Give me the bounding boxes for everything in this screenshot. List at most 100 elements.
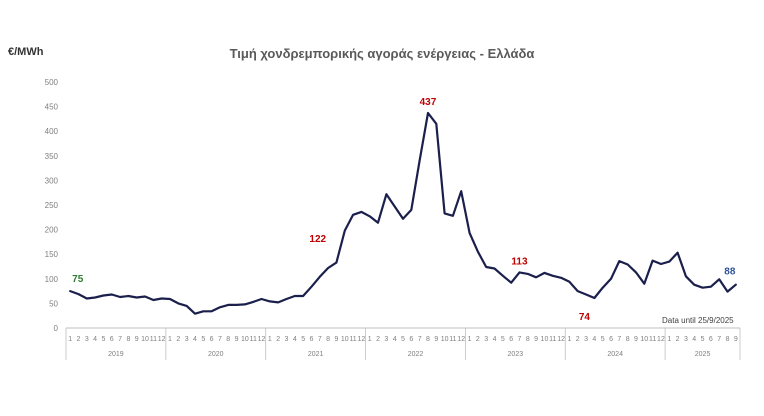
x-tick-label: 9 bbox=[235, 336, 239, 343]
x-tick-label: 1 bbox=[268, 336, 272, 343]
x-tick-label: 7 bbox=[518, 336, 522, 343]
x-tick-label: 8 bbox=[526, 336, 530, 343]
x-tick-label: 10 bbox=[541, 336, 549, 343]
year-label: 2024 bbox=[607, 351, 623, 358]
x-tick-label: 7 bbox=[717, 336, 721, 343]
x-tick-label: 6 bbox=[409, 336, 413, 343]
x-tick-label: 11 bbox=[150, 336, 157, 343]
x-tick-label: 2 bbox=[576, 336, 580, 343]
x-tick-label: 6 bbox=[310, 336, 314, 343]
data-label: 437 bbox=[420, 97, 437, 108]
x-tick-label: 6 bbox=[110, 336, 114, 343]
x-tick-label: 1 bbox=[468, 336, 472, 343]
x-tick-label: 2 bbox=[476, 336, 480, 343]
x-tick-label: 6 bbox=[609, 336, 613, 343]
year-label: 2019 bbox=[108, 351, 124, 358]
x-tick-label: 12 bbox=[657, 336, 665, 343]
x-tick-label: 9 bbox=[434, 336, 438, 343]
x-tick-label: 10 bbox=[441, 336, 449, 343]
x-tick-label: 8 bbox=[626, 336, 630, 343]
year-label: 2023 bbox=[508, 351, 524, 358]
year-label: 2020 bbox=[208, 351, 224, 358]
x-tick-label: 11 bbox=[649, 336, 656, 343]
year-label: 2025 bbox=[695, 351, 711, 358]
x-tick-label: 11 bbox=[250, 336, 257, 343]
y-tick-label: 300 bbox=[45, 176, 59, 185]
y-tick-label: 100 bbox=[45, 275, 59, 284]
x-tick-label: 1 bbox=[667, 336, 671, 343]
x-tick-label: 3 bbox=[684, 336, 688, 343]
data-label: 113 bbox=[511, 256, 528, 267]
x-tick-label: 9 bbox=[534, 336, 538, 343]
data-label: 75 bbox=[72, 274, 84, 285]
x-tick-label: 4 bbox=[193, 336, 197, 343]
y-tick-label: 400 bbox=[45, 127, 59, 136]
y-tick-label: 500 bbox=[45, 78, 59, 87]
x-tick-label: 2 bbox=[376, 336, 380, 343]
y-tick-label: 50 bbox=[49, 299, 58, 308]
x-tick-label: 9 bbox=[634, 336, 638, 343]
x-tick-label: 3 bbox=[384, 336, 388, 343]
y-tick-label: 0 bbox=[54, 324, 59, 333]
x-tick-label: 3 bbox=[85, 336, 89, 343]
data-label: 74 bbox=[579, 312, 591, 323]
x-tick-label: 8 bbox=[326, 336, 330, 343]
x-tick-label: 11 bbox=[449, 336, 456, 343]
year-label: 2022 bbox=[408, 351, 424, 358]
x-tick-label: 1 bbox=[368, 336, 372, 343]
x-tick-label: 3 bbox=[484, 336, 488, 343]
y-tick-label: 250 bbox=[45, 201, 59, 210]
x-tick-label: 8 bbox=[426, 336, 430, 343]
x-tick-label: 7 bbox=[118, 336, 122, 343]
x-tick-label: 12 bbox=[258, 336, 266, 343]
x-tick-label: 12 bbox=[557, 336, 565, 343]
x-tick-label: 9 bbox=[334, 336, 338, 343]
x-tick-label: 4 bbox=[493, 336, 497, 343]
x-tick-label: 5 bbox=[301, 336, 305, 343]
x-tick-label: 1 bbox=[68, 336, 72, 343]
x-tick-label: 11 bbox=[549, 336, 556, 343]
series-line bbox=[69, 111, 737, 315]
x-tick-label: 10 bbox=[141, 336, 149, 343]
x-tick-label: 12 bbox=[158, 336, 166, 343]
x-tick-label: 11 bbox=[349, 336, 356, 343]
x-tick-label: 4 bbox=[293, 336, 297, 343]
data-label: 122 bbox=[309, 234, 326, 245]
chart-title: Τιμή χονδρεμπορικής αγοράς ενέργειας - Ε… bbox=[229, 46, 535, 61]
x-tick-label: 4 bbox=[93, 336, 97, 343]
data-note: Data until 25/9/2025 bbox=[662, 316, 734, 325]
x-tick-label: 5 bbox=[401, 336, 405, 343]
y-tick-label: 200 bbox=[45, 226, 59, 235]
y-tick-label: 350 bbox=[45, 152, 59, 161]
year-label: 2021 bbox=[308, 351, 324, 358]
y-tick-label: 450 bbox=[45, 103, 59, 112]
x-tick-label: 5 bbox=[101, 336, 105, 343]
x-tick-label: 6 bbox=[210, 336, 214, 343]
data-label: 88 bbox=[724, 267, 736, 278]
x-tick-label: 12 bbox=[357, 336, 365, 343]
x-tick-label: 5 bbox=[201, 336, 205, 343]
x-tick-label: 10 bbox=[341, 336, 349, 343]
x-tick-label: 9 bbox=[734, 336, 738, 343]
x-tick-label: 2 bbox=[176, 336, 180, 343]
y-tick-label: 150 bbox=[45, 250, 59, 259]
y-axis-unit-label: €/MWh bbox=[8, 46, 44, 58]
x-tick-label: 7 bbox=[218, 336, 222, 343]
x-tick-label: 4 bbox=[592, 336, 596, 343]
x-tick-label: 9 bbox=[135, 336, 139, 343]
x-tick-label: 10 bbox=[241, 336, 249, 343]
x-tick-label: 7 bbox=[617, 336, 621, 343]
x-tick-label: 5 bbox=[601, 336, 605, 343]
x-tick-label: 8 bbox=[226, 336, 230, 343]
x-tick-label: 4 bbox=[393, 336, 397, 343]
x-tick-label: 8 bbox=[726, 336, 730, 343]
x-tick-label: 7 bbox=[418, 336, 422, 343]
x-tick-label: 3 bbox=[584, 336, 588, 343]
x-tick-label: 2 bbox=[276, 336, 280, 343]
x-tick-label: 5 bbox=[501, 336, 505, 343]
x-tick-label: 2 bbox=[676, 336, 680, 343]
x-tick-label: 7 bbox=[318, 336, 322, 343]
x-tick-label: 6 bbox=[709, 336, 713, 343]
